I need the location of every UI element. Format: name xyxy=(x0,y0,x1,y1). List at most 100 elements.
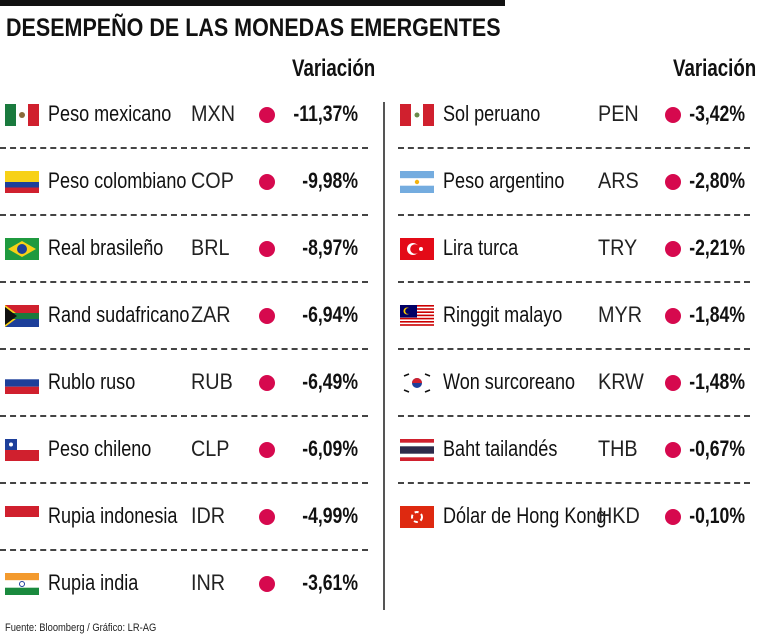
flag-russia-icon xyxy=(5,372,39,394)
currency-name: Peso mexicano xyxy=(48,101,172,126)
currency-name: Rand sudafricano xyxy=(48,302,190,327)
flag-hong-kong-icon xyxy=(400,506,434,528)
variation-value: -0,67% xyxy=(689,436,745,461)
row-divider xyxy=(398,348,750,350)
currency-code: RUB xyxy=(191,369,233,394)
table-row: Won surcoreano KRW -1,48% xyxy=(398,350,750,417)
flag-thailand-icon xyxy=(400,439,434,461)
currency-code: INR xyxy=(191,570,226,595)
row-divider xyxy=(398,415,750,417)
variation-value: -6,49% xyxy=(302,369,358,394)
indicator-dot xyxy=(259,509,275,525)
table-row: Baht tailandés THB -0,67% xyxy=(398,417,750,484)
variation-value: -11,37% xyxy=(293,101,358,126)
indicator-dot xyxy=(665,174,681,190)
column-divider xyxy=(383,102,385,610)
row-divider xyxy=(0,549,368,551)
indicator-dot xyxy=(259,442,275,458)
flag-mexico-icon xyxy=(5,104,39,126)
flag-brazil-icon xyxy=(5,238,39,260)
currency-name: Dólar de Hong Kong xyxy=(443,503,607,528)
indicator-dot xyxy=(259,576,275,592)
row-divider xyxy=(0,281,368,283)
row-divider xyxy=(0,147,368,149)
source-note: Fuente: Bloomberg / Gráfico: LR-AG xyxy=(5,622,157,634)
currency-code: MYR xyxy=(598,302,643,327)
currency-code: ZAR xyxy=(191,302,231,327)
currency-name: Sol peruano xyxy=(443,101,541,126)
currency-name: Baht tailandés xyxy=(443,436,558,461)
currency-code: IDR xyxy=(191,503,226,528)
currency-name: Real brasileño xyxy=(48,235,164,260)
flag-turkey-icon xyxy=(400,238,434,260)
table-row: Peso argentino ARS -2,80% xyxy=(398,149,750,216)
currency-code: KRW xyxy=(598,369,644,394)
currency-name: Won surcoreano xyxy=(443,369,576,394)
indicator-dot xyxy=(259,241,275,257)
currency-code: CLP xyxy=(191,436,230,461)
indicator-dot xyxy=(665,509,681,525)
table-row: Peso mexicano MXN -11,37% xyxy=(0,82,368,149)
flag-south-africa-icon xyxy=(5,305,39,327)
currency-name: Lira turca xyxy=(443,235,519,260)
indicator-dot xyxy=(259,375,275,391)
row-divider xyxy=(0,415,368,417)
indicator-dot xyxy=(665,442,681,458)
variation-value: -4,99% xyxy=(302,503,358,528)
currency-code: ARS xyxy=(598,168,639,193)
indicator-dot xyxy=(665,308,681,324)
currency-name: Peso argentino xyxy=(443,168,565,193)
row-divider xyxy=(0,214,368,216)
table-row: Peso chileno CLP -6,09% xyxy=(0,417,368,484)
row-divider xyxy=(398,281,750,283)
flag-malaysia-icon xyxy=(400,305,434,327)
variation-value: -9,98% xyxy=(302,168,358,193)
table-row: Dólar de Hong Kong HKD -0,10% xyxy=(398,484,750,551)
currency-code: COP xyxy=(191,168,234,193)
table-row: Rublo ruso RUB -6,49% xyxy=(0,350,368,417)
row-divider xyxy=(398,147,750,149)
indicator-dot xyxy=(259,107,275,123)
variation-value: -3,61% xyxy=(302,570,358,595)
variation-header-right: Variación xyxy=(673,55,757,82)
variation-value: -0,10% xyxy=(689,503,745,528)
table-row: Peso colombiano COP -9,98% xyxy=(0,149,368,216)
table-row: Rupia indonesia IDR -4,99% xyxy=(0,484,368,551)
currency-name: Rupia indonesia xyxy=(48,503,178,528)
variation-value: -2,21% xyxy=(689,235,745,260)
row-divider xyxy=(398,214,750,216)
currency-name: Peso chileno xyxy=(48,436,152,461)
table-row: Sol peruano PEN -3,42% xyxy=(398,82,750,149)
currency-code: THB xyxy=(598,436,638,461)
variation-value: -8,97% xyxy=(302,235,358,260)
variation-value: -6,09% xyxy=(302,436,358,461)
chart-title: DESEMPEÑO DE LAS MONEDAS EMERGENTES xyxy=(6,14,501,42)
currency-code: BRL xyxy=(191,235,230,260)
variation-value: -2,80% xyxy=(689,168,745,193)
flag-indonesia-icon xyxy=(5,506,39,528)
variation-header-left: Variación xyxy=(292,55,376,82)
variation-value: -1,48% xyxy=(689,369,745,394)
indicator-dot xyxy=(665,375,681,391)
table-row: Rand sudafricano ZAR -6,94% xyxy=(0,283,368,350)
table-row: Rupia india INR -3,61% xyxy=(0,551,368,618)
top-bar xyxy=(0,0,505,6)
currency-name: Rupia india xyxy=(48,570,139,595)
flag-peru-icon xyxy=(400,104,434,126)
indicator-dot xyxy=(259,174,275,190)
currency-name: Rublo ruso xyxy=(48,369,136,394)
flag-colombia-icon xyxy=(5,171,39,193)
currency-code: MXN xyxy=(191,101,236,126)
variation-value: -6,94% xyxy=(302,302,358,327)
currency-code: TRY xyxy=(598,235,638,260)
currency-code: PEN xyxy=(598,101,639,126)
row-divider xyxy=(0,348,368,350)
currency-code: HKD xyxy=(598,503,640,528)
indicator-dot xyxy=(665,107,681,123)
flag-india-icon xyxy=(5,573,39,595)
row-divider xyxy=(398,482,750,484)
indicator-dot xyxy=(665,241,681,257)
table-row: Ringgit malayo MYR -1,84% xyxy=(398,283,750,350)
currency-name: Peso colombiano xyxy=(48,168,187,193)
